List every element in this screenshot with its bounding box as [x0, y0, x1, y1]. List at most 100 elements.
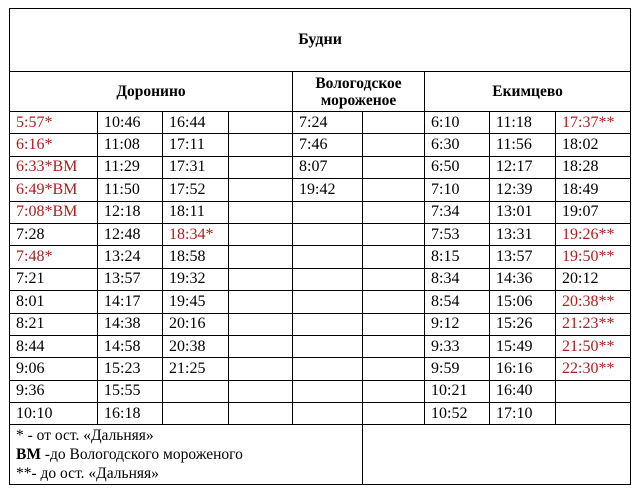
time-cell: 8:07 — [292, 155, 363, 180]
time-cell — [228, 178, 293, 202]
time-cell: 15:26 — [489, 312, 556, 336]
time-cell: 11:56 — [489, 133, 556, 157]
time-cell: 6:16* — [9, 133, 98, 157]
legend-vm-text: -до Вологодского мороженого — [40, 446, 243, 464]
time-cell: 9:36 — [9, 379, 98, 404]
time-cell — [292, 245, 363, 269]
time-cell: 17:10 — [489, 402, 556, 426]
time-cell — [362, 312, 425, 336]
time-cell: 17:11 — [162, 133, 229, 157]
time-cell — [228, 379, 293, 404]
time-cell: 16:16 — [489, 357, 556, 381]
time-cell: 12:18 — [97, 200, 163, 224]
time-cell: 7:21 — [9, 267, 98, 292]
time-cell — [228, 290, 293, 314]
time-cell — [292, 357, 363, 381]
time-cell: 10:21 — [424, 379, 490, 404]
time-cell — [362, 200, 425, 224]
time-cell: 7:46 — [292, 133, 363, 157]
time-cell: 6:33*ВМ — [9, 155, 98, 180]
time-cell — [362, 155, 425, 180]
time-cell: 20:38 — [162, 334, 229, 359]
time-cell — [292, 312, 363, 336]
time-cell: 11:08 — [97, 133, 163, 157]
time-cell: 7:53 — [424, 222, 490, 247]
time-cell: 9:12 — [424, 312, 490, 336]
time-cell — [362, 178, 425, 202]
table-row: 6:16* 11:08 17:11 7:46 6:30 11:56 18:02 — [9, 133, 632, 157]
time-cell — [292, 267, 363, 292]
table-row: 7:21 13:57 19:32 8:34 14:36 20:12 — [9, 267, 632, 292]
time-cell: 8:21 — [9, 312, 98, 336]
time-cell — [292, 222, 363, 247]
time-cell: 8:54 — [424, 290, 490, 314]
time-cell: 14:17 — [97, 290, 163, 314]
time-cell: 7:24 — [292, 110, 363, 135]
table-row: 8:44 14:58 20:38 9:33 15:49 21:50** — [9, 334, 632, 359]
time-cell — [228, 312, 293, 336]
header-vologodskoe: Вологодское мороженое — [292, 71, 425, 112]
time-cell: 19:50** — [554, 245, 632, 269]
time-cell: 13:57 — [97, 267, 163, 292]
legend-vm: ВМ -до Вологодского мороженого — [16, 445, 362, 464]
time-cell — [228, 245, 293, 269]
timetable: Будни Доронино Вологодское мороженое Еки… — [8, 8, 632, 486]
header-doronino: Доронино — [9, 71, 293, 112]
time-cell: 21:50** — [554, 334, 632, 359]
time-cell: 20:12 — [554, 267, 632, 292]
time-cell: 16:44 — [162, 110, 229, 135]
legend: * - от ост. «Дальняя» ВМ -до Вологодског… — [9, 424, 363, 486]
time-cell: 21:25 — [162, 357, 229, 381]
time-cell — [292, 200, 363, 224]
time-cell: 7:34 — [424, 200, 490, 224]
time-cell: 13:01 — [489, 200, 556, 224]
time-cell: 8:15 — [424, 245, 490, 269]
time-cell: 16:40 — [489, 379, 556, 404]
time-cell: 6:50 — [424, 155, 490, 180]
time-cell: 18:11 — [162, 200, 229, 224]
time-cell — [362, 133, 425, 157]
time-cell: 6:49*ВМ — [9, 178, 98, 202]
time-cell: 21:23** — [554, 312, 632, 336]
legend-vm-abbr: ВМ — [16, 446, 41, 464]
time-cell: 19:45 — [162, 290, 229, 314]
time-cell: 15:55 — [97, 379, 163, 404]
table-row: 8:21 14:38 20:16 9:12 15:26 21:23** — [9, 312, 632, 336]
time-cell — [362, 379, 425, 404]
table-row: 7:48* 13:24 18:58 8:15 13:57 19:50** — [9, 245, 632, 269]
time-cell: 7:08*ВМ — [9, 200, 98, 224]
table-row: 9:36 15:55 10:21 16:40 — [9, 379, 632, 404]
header-ekimtsevo: Екимцево — [423, 71, 632, 112]
time-cell: 17:52 — [162, 178, 229, 202]
time-cell — [228, 334, 293, 359]
time-cell: 18:34* — [162, 222, 229, 247]
time-cell: 14:38 — [97, 312, 163, 336]
time-cell — [292, 402, 363, 426]
table-row: 10:10 16:18 10:52 17:10 — [9, 402, 632, 426]
time-cell — [228, 402, 293, 426]
table-row: 8:01 14:17 19:45 8:54 15:06 20:38** — [9, 290, 632, 314]
time-cell: 7:28 — [9, 222, 98, 247]
time-cell — [228, 357, 293, 381]
table-row: 9:06 15:23 21:25 9:59 16:16 22:30** — [9, 357, 632, 381]
time-cell — [228, 110, 293, 135]
time-cell: 11:29 — [97, 155, 163, 180]
time-cell: 22:30** — [554, 357, 632, 381]
time-cell: 19:42 — [292, 178, 363, 202]
time-cell: 14:36 — [489, 267, 556, 292]
time-cell: 13:31 — [489, 222, 556, 247]
time-cell — [362, 267, 425, 292]
time-cell: 18:49 — [554, 178, 632, 202]
time-cell — [554, 379, 632, 404]
timetable-body: 5:57* 10:46 16:44 7:24 6:10 11:18 17:37** 6:16*… — [9, 110, 632, 426]
time-cell: 18:58 — [162, 245, 229, 269]
time-cell: 16:18 — [97, 402, 163, 426]
time-cell: 20:38** — [554, 290, 632, 314]
time-cell: 17:31 — [162, 155, 229, 180]
time-cell: 8:01 — [9, 290, 98, 314]
time-cell — [228, 267, 293, 292]
time-cell: 15:06 — [489, 290, 556, 314]
time-cell — [292, 334, 363, 359]
time-cell: 19:26** — [554, 222, 632, 247]
time-cell — [362, 110, 425, 135]
